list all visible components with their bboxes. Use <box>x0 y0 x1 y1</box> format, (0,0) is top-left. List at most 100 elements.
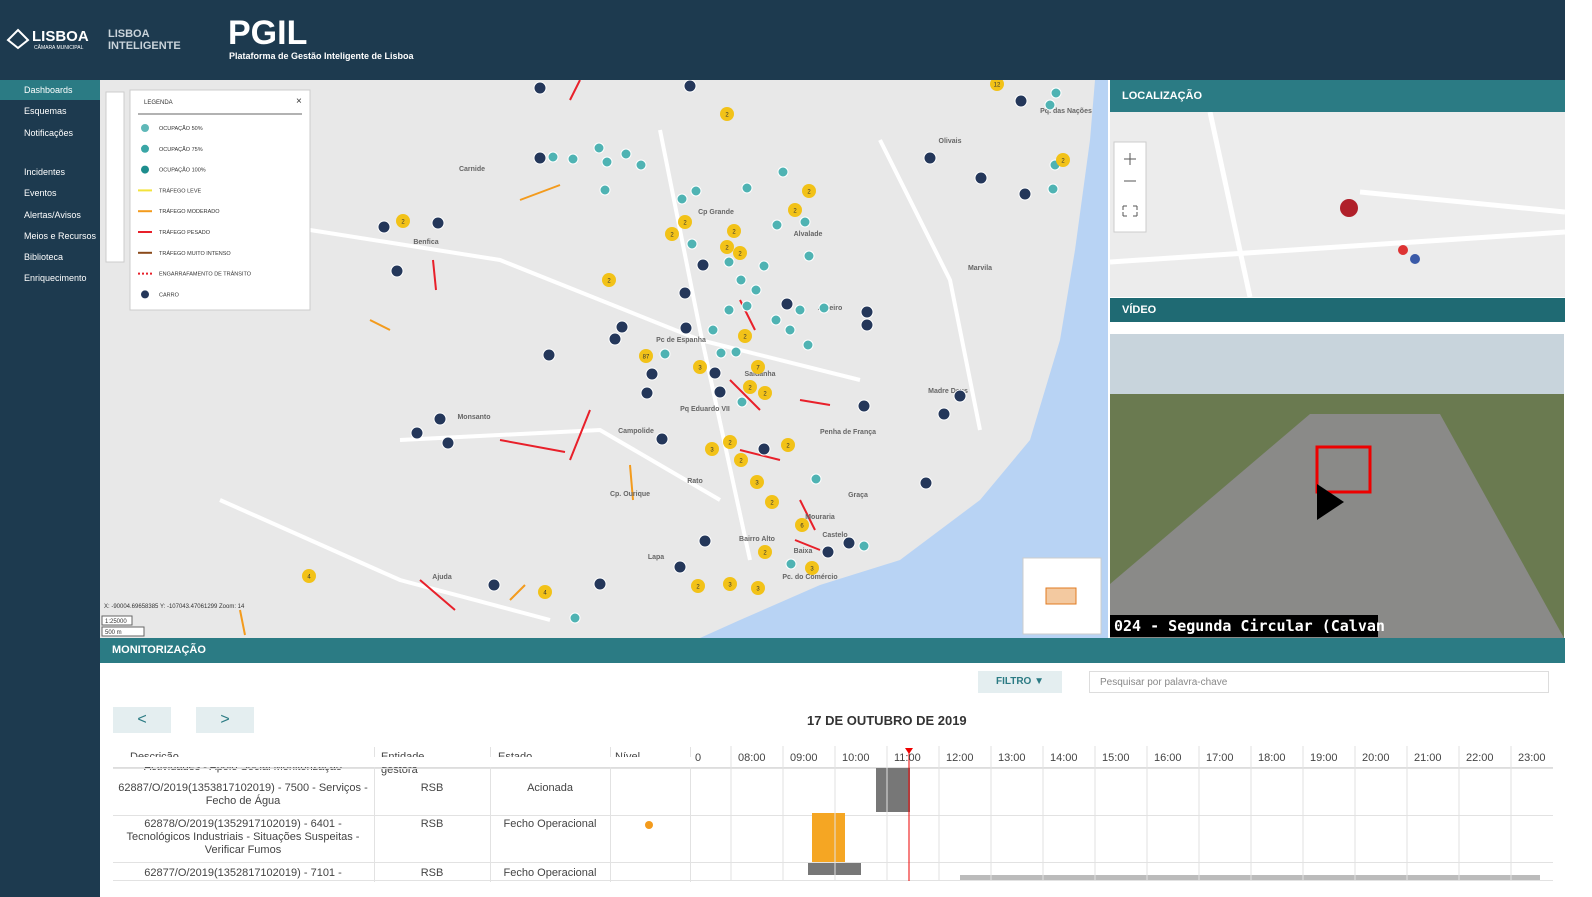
parking-marker <box>742 183 752 193</box>
video-caption: 024 - Segunda Circular (Calvan <box>1114 617 1385 635</box>
row-entity: RSB <box>374 782 490 795</box>
legend-label: OCUPAÇÃO 50% <box>159 125 203 132</box>
panel-title: LOCALIZAÇÃO <box>1122 90 1202 102</box>
legend-close[interactable]: × <box>296 96 302 107</box>
legend-icon <box>141 166 149 174</box>
legend-label: TRÁFEGO PESADO <box>159 229 211 236</box>
car-marker <box>924 152 936 164</box>
car-marker <box>442 437 454 449</box>
cluster-count: 87 <box>643 355 650 361</box>
car-marker <box>699 535 711 547</box>
search-placeholder: Pesquisar por palavra-chave <box>1100 677 1227 688</box>
hour-label: 17:00 <box>1206 752 1234 764</box>
car-marker <box>432 217 444 229</box>
car-marker <box>861 319 873 331</box>
location-marker <box>1410 254 1420 264</box>
place-label: Olivais <box>939 138 962 145</box>
location-pin <box>1340 199 1358 217</box>
car-marker <box>975 172 987 184</box>
parking-marker <box>636 160 646 170</box>
parking-marker <box>819 303 829 313</box>
parking-marker <box>742 301 752 311</box>
sidebar-item[interactable]: Notificações <box>0 123 100 143</box>
logo-icon <box>6 28 30 50</box>
panel-title: VÍDEO <box>1122 304 1156 316</box>
car-marker <box>679 287 691 299</box>
car-marker <box>641 387 653 399</box>
place-label: Marvila <box>968 265 992 272</box>
sidebar-item[interactable]: Enriquecimento <box>0 268 100 288</box>
sidebar-item[interactable]: Meios e Recursos <box>0 226 100 246</box>
parking-marker <box>859 541 869 551</box>
row-desc: 62877/O/2019(1352817102019) - 7101 - <box>116 867 370 880</box>
sidebar-item[interactable]: Incidentes <box>0 162 100 182</box>
logo-text: LISBOA <box>32 28 89 45</box>
place-label: Mouraria <box>805 514 835 521</box>
row-desc: 62887/O/2019(1353817102019) - 7500 - Ser… <box>116 782 370 808</box>
car-marker <box>616 321 628 333</box>
legend-label: TRÁFEGO LEVE <box>159 187 202 194</box>
scrollbar[interactable] <box>960 875 1540 880</box>
hour-label: 08:00 <box>738 752 766 764</box>
car-marker <box>920 477 932 489</box>
sidebar-item[interactable]: Dashboards <box>0 80 100 100</box>
car-marker <box>858 400 870 412</box>
app-title: PGIL <box>228 14 307 53</box>
parking-marker <box>1051 88 1061 98</box>
car-marker <box>861 306 873 318</box>
parking-marker <box>803 340 813 350</box>
parking-marker <box>660 349 670 359</box>
timeline: 008:0009:0010:0011:0012:0013:0014:0015:0… <box>693 746 1553 881</box>
car-marker <box>488 579 500 591</box>
sidebar-item[interactable]: Alertas/Avisos <box>0 205 100 225</box>
sidebar-item[interactable]: Eventos <box>0 183 100 203</box>
place-label: Campolide <box>618 428 654 435</box>
car-marker <box>674 561 686 573</box>
parking-marker <box>772 220 782 230</box>
next-button[interactable]: > <box>196 707 254 733</box>
hour-label: 09:00 <box>790 752 818 764</box>
video[interactable]: 024 - Segunda Circular (Calvan <box>1110 334 1564 638</box>
place-label: Benfica <box>413 239 438 246</box>
gantt-bar <box>876 768 910 812</box>
parking-marker <box>594 143 604 153</box>
parking-marker <box>724 257 734 267</box>
place-label: Monsanto <box>457 414 490 421</box>
cluster-count: 12 <box>994 83 1001 89</box>
car-marker <box>843 537 855 549</box>
row-entity: RSB <box>374 818 490 831</box>
hour-label: 11:00 <box>894 752 921 764</box>
parking-marker <box>731 347 741 357</box>
parking-marker <box>800 217 810 227</box>
hour-label: 21:00 <box>1414 752 1442 764</box>
sidebar-item[interactable]: Esquemas <box>0 101 100 121</box>
map: LEGENDA × X: -90004.69658385 Y: -107043.… <box>100 80 1108 638</box>
legend-label: OCUPAÇÃO 75% <box>159 146 203 153</box>
sidebar-item[interactable]: Biblioteca <box>0 247 100 267</box>
car-marker <box>781 298 793 310</box>
place-label: Lapa <box>648 554 664 561</box>
car-marker <box>534 82 546 94</box>
parking-marker <box>1045 100 1055 110</box>
legend-icon <box>141 290 149 298</box>
hour-label: 23:00 <box>1518 752 1546 764</box>
legend-label: TRÁFEGO MUITO INTENSO <box>159 250 231 257</box>
car-marker <box>709 367 721 379</box>
parking-marker <box>677 194 687 204</box>
car-marker <box>1019 188 1031 200</box>
parking-marker <box>716 348 726 358</box>
car-marker <box>714 386 726 398</box>
row-desc: 62878/O/2019(1352917102019) - 6401 - Tec… <box>116 818 370 857</box>
legend-label: TRÁFEGO MODERADO <box>159 208 220 215</box>
legend-icon <box>141 124 149 132</box>
search-input[interactable]: Pesquisar por palavra-chave <box>1089 671 1549 693</box>
hour-label: 14:00 <box>1050 752 1078 764</box>
panel-header: VÍDEO <box>1110 298 1565 322</box>
car-marker <box>954 390 966 402</box>
prev-button[interactable]: < <box>113 707 171 733</box>
filter-button[interactable]: FILTRO ▼ <box>978 671 1062 693</box>
app-subtitle: Plataforma de Gestão Inteligente de Lisb… <box>229 51 414 61</box>
car-marker <box>594 578 606 590</box>
row-entity: RSB <box>374 867 490 880</box>
parking-marker <box>570 613 580 623</box>
